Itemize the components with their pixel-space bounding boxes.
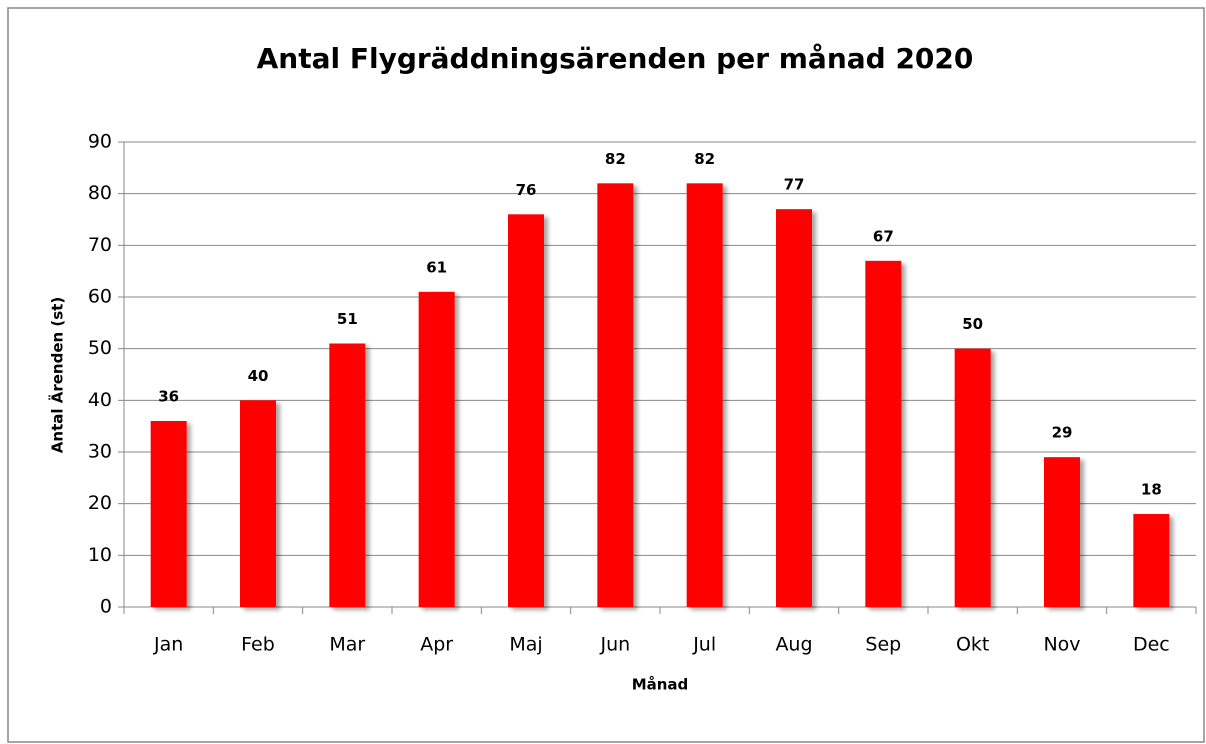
bar bbox=[240, 400, 276, 607]
y-tick-label: 50 bbox=[88, 337, 112, 359]
bar bbox=[776, 209, 812, 607]
bar bbox=[418, 291, 455, 607]
x-tick-label: Maj bbox=[509, 634, 542, 656]
y-tick-label: 60 bbox=[88, 286, 112, 308]
bar bbox=[150, 421, 187, 607]
data-label: 51 bbox=[337, 310, 358, 328]
data-label: 61 bbox=[426, 258, 447, 276]
y-tick-label: 40 bbox=[88, 389, 112, 411]
y-tick-label: 80 bbox=[88, 182, 112, 204]
x-tick-label: Aug bbox=[775, 634, 812, 656]
data-label: 67 bbox=[873, 227, 894, 245]
data-label: 29 bbox=[1052, 424, 1073, 442]
data-label: 77 bbox=[784, 176, 805, 194]
data-label: 76 bbox=[516, 181, 537, 199]
bar bbox=[686, 183, 723, 608]
bar bbox=[508, 214, 544, 608]
bar bbox=[865, 260, 902, 607]
x-tick-label: Jan bbox=[153, 634, 183, 656]
y-tick-label: 0 bbox=[100, 596, 112, 618]
x-tick-label: Nov bbox=[1043, 634, 1080, 656]
data-label: 82 bbox=[694, 150, 715, 168]
y-tick-label: 30 bbox=[88, 441, 112, 463]
x-tick-label: Dec bbox=[1133, 634, 1170, 656]
bar bbox=[329, 343, 366, 607]
y-tick-label: 70 bbox=[88, 234, 112, 256]
data-label: 36 bbox=[158, 388, 179, 406]
data-label: 40 bbox=[248, 367, 269, 385]
x-axis-label: Månad bbox=[632, 676, 689, 694]
y-tick-label: 90 bbox=[88, 131, 112, 153]
y-axis-label: Antal Ärenden (st) bbox=[48, 297, 67, 453]
data-label: 82 bbox=[605, 150, 626, 168]
x-tick-label: Sep bbox=[865, 634, 901, 656]
data-label: 50 bbox=[962, 315, 983, 333]
x-tick-label: Okt bbox=[956, 634, 989, 656]
x-tick-label: Mar bbox=[329, 634, 365, 656]
y-tick-label: 10 bbox=[88, 544, 112, 566]
bar bbox=[954, 348, 991, 607]
bar bbox=[1044, 457, 1080, 607]
data-label: 18 bbox=[1141, 481, 1162, 499]
bar bbox=[1133, 514, 1170, 607]
y-tick-label: 20 bbox=[88, 492, 112, 514]
x-tick-label: Jun bbox=[599, 634, 630, 656]
chart-title: Antal Flygräddningsärenden per månad 202… bbox=[257, 42, 974, 75]
bar bbox=[597, 183, 634, 608]
x-tick-label: Feb bbox=[241, 634, 275, 656]
x-tick-label: Apr bbox=[420, 634, 453, 656]
x-tick-label: Jul bbox=[692, 634, 716, 656]
